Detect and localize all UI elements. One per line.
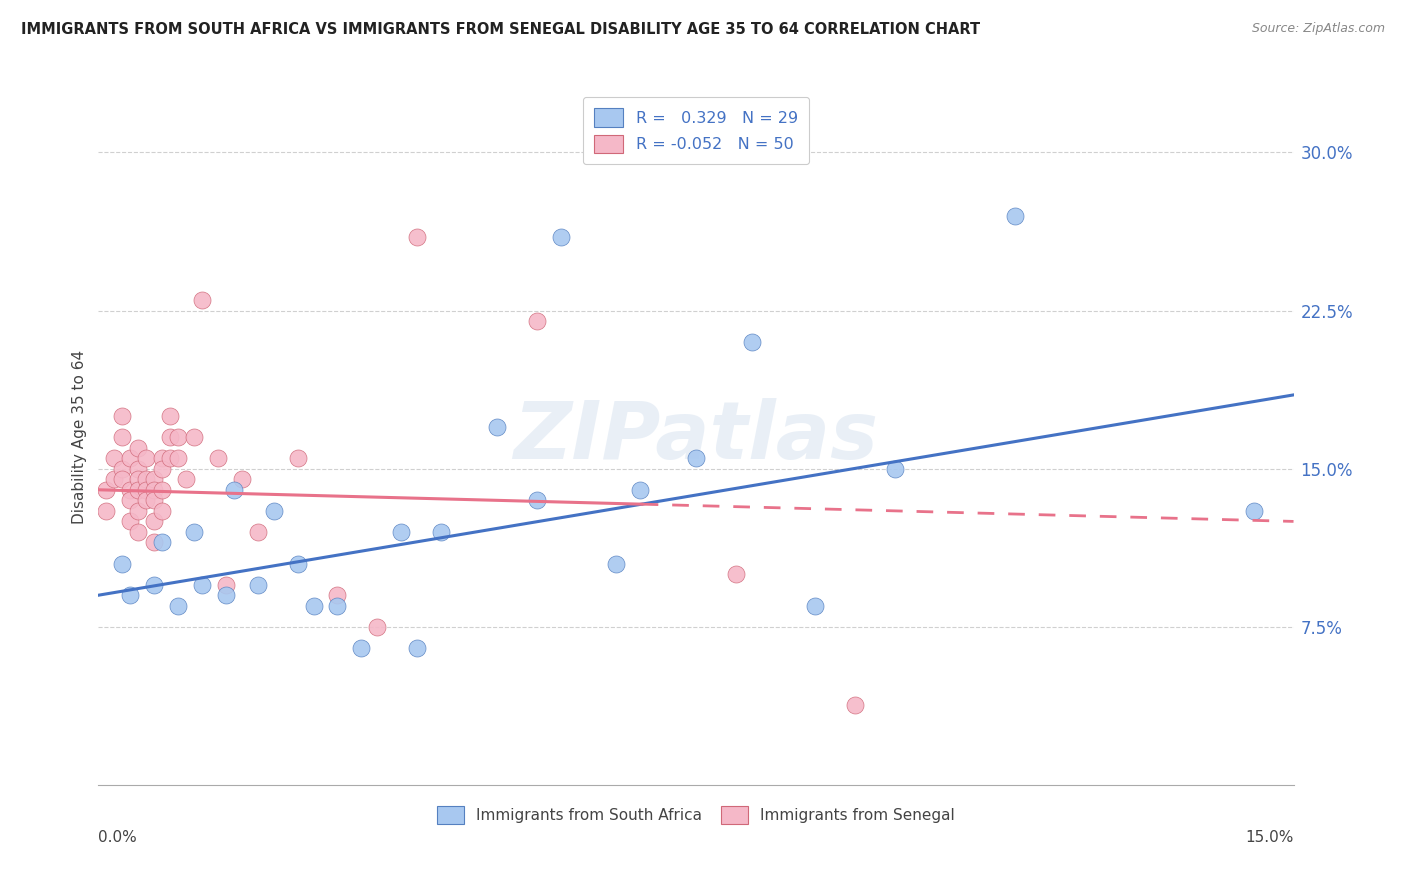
Point <box>111 430 134 444</box>
Point <box>120 588 142 602</box>
Point <box>406 229 429 244</box>
Point <box>120 493 142 508</box>
Point <box>159 409 181 423</box>
Point <box>326 588 349 602</box>
Point <box>526 314 548 328</box>
Text: Source: ZipAtlas.com: Source: ZipAtlas.com <box>1251 22 1385 36</box>
Point <box>406 640 429 655</box>
Point <box>150 535 173 549</box>
Point <box>111 557 134 571</box>
Y-axis label: Disability Age 35 to 64: Disability Age 35 to 64 <box>72 350 87 524</box>
Point <box>246 524 269 539</box>
Point <box>111 409 134 423</box>
Point <box>231 472 253 486</box>
Point <box>263 504 285 518</box>
Point <box>143 535 166 549</box>
Point <box>550 229 572 244</box>
Point <box>143 577 166 591</box>
Point <box>183 430 205 444</box>
Point <box>207 451 229 466</box>
Point <box>135 472 157 486</box>
Point <box>246 577 269 591</box>
Point <box>150 483 173 497</box>
Point <box>215 588 238 602</box>
Point <box>127 461 149 475</box>
Point <box>127 483 149 497</box>
Point <box>741 335 763 350</box>
Point <box>150 461 173 475</box>
Point <box>183 524 205 539</box>
Point <box>103 472 125 486</box>
Point <box>135 451 157 466</box>
Point <box>96 504 118 518</box>
Point <box>1243 504 1265 518</box>
Point <box>96 483 118 497</box>
Point <box>191 293 214 307</box>
Point <box>167 451 190 466</box>
Point <box>1004 209 1026 223</box>
Point <box>191 577 214 591</box>
Point <box>350 640 373 655</box>
Point <box>804 599 827 613</box>
Legend: Immigrants from South Africa, Immigrants from Senegal: Immigrants from South Africa, Immigrants… <box>427 797 965 833</box>
Point <box>326 599 349 613</box>
Text: 0.0%: 0.0% <box>98 830 138 846</box>
Point <box>120 451 142 466</box>
Point <box>844 698 866 712</box>
Point <box>605 557 627 571</box>
Point <box>174 472 197 486</box>
Point <box>287 557 309 571</box>
Point <box>430 524 453 539</box>
Point <box>287 451 309 466</box>
Text: ZIPatlas: ZIPatlas <box>513 398 879 476</box>
Point <box>526 493 548 508</box>
Point <box>127 472 149 486</box>
Point <box>884 461 907 475</box>
Point <box>215 577 238 591</box>
Point <box>143 472 166 486</box>
Point <box>685 451 707 466</box>
Point <box>111 472 134 486</box>
Point <box>366 620 388 634</box>
Point <box>103 451 125 466</box>
Point <box>143 493 166 508</box>
Point <box>120 515 142 529</box>
Point <box>302 599 325 613</box>
Point <box>150 451 173 466</box>
Point <box>150 504 173 518</box>
Point <box>167 430 190 444</box>
Point <box>143 483 166 497</box>
Point <box>389 524 412 539</box>
Point <box>159 451 181 466</box>
Point <box>167 599 190 613</box>
Point <box>135 493 157 508</box>
Text: 15.0%: 15.0% <box>1246 830 1294 846</box>
Point <box>143 515 166 529</box>
Point <box>127 504 149 518</box>
Text: IMMIGRANTS FROM SOUTH AFRICA VS IMMIGRANTS FROM SENEGAL DISABILITY AGE 35 TO 64 : IMMIGRANTS FROM SOUTH AFRICA VS IMMIGRAN… <box>21 22 980 37</box>
Point <box>111 461 134 475</box>
Point <box>120 483 142 497</box>
Point <box>485 419 508 434</box>
Point <box>127 441 149 455</box>
Point <box>135 483 157 497</box>
Point <box>127 524 149 539</box>
Point <box>222 483 245 497</box>
Point <box>159 430 181 444</box>
Point <box>724 567 747 582</box>
Point <box>628 483 651 497</box>
